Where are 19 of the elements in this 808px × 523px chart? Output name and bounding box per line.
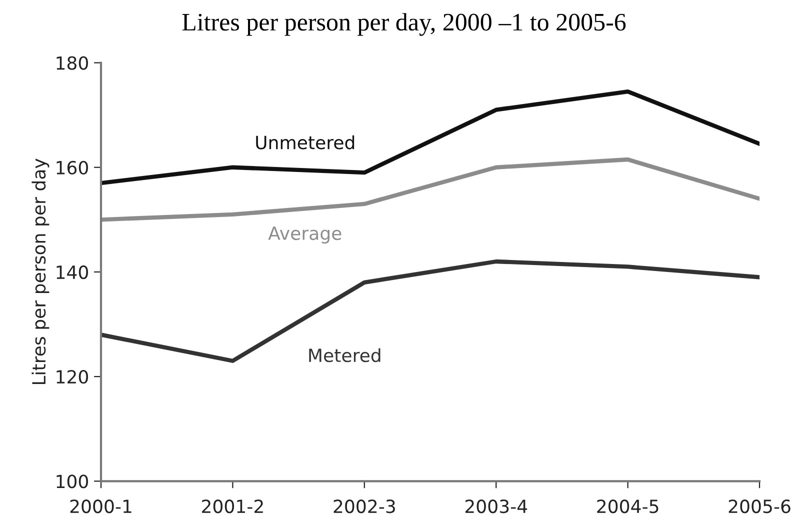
chart-title: Litres per person per day, 2000 –1 to 2005-6: [182, 13, 626, 36]
line-series: [101, 259, 760, 363]
x-tick-label: 2003-4: [465, 500, 528, 514]
x-tick-label: 2000-1: [70, 500, 132, 514]
x-tick-label: 2005-6: [728, 500, 790, 514]
x-tick-label: 2002-3: [334, 500, 395, 514]
series-label: Average: [268, 226, 342, 244]
series-label: Unmetered: [256, 135, 354, 150]
y-tick-label: 140: [56, 265, 88, 280]
y-tick-label: 100: [56, 474, 88, 488]
x-tick-label: 2001-2: [202, 500, 263, 514]
y-tick-label: 120: [56, 370, 88, 384]
y-tick-label: 180: [56, 56, 88, 70]
series-label: Metered: [309, 348, 380, 362]
y-axis-title: Litres per person per day: [32, 158, 50, 384]
y-tick-label: 160: [56, 160, 88, 174]
line-series: [101, 157, 760, 222]
line-series: [101, 89, 760, 186]
x-tick-label: 2004-5: [597, 500, 658, 514]
